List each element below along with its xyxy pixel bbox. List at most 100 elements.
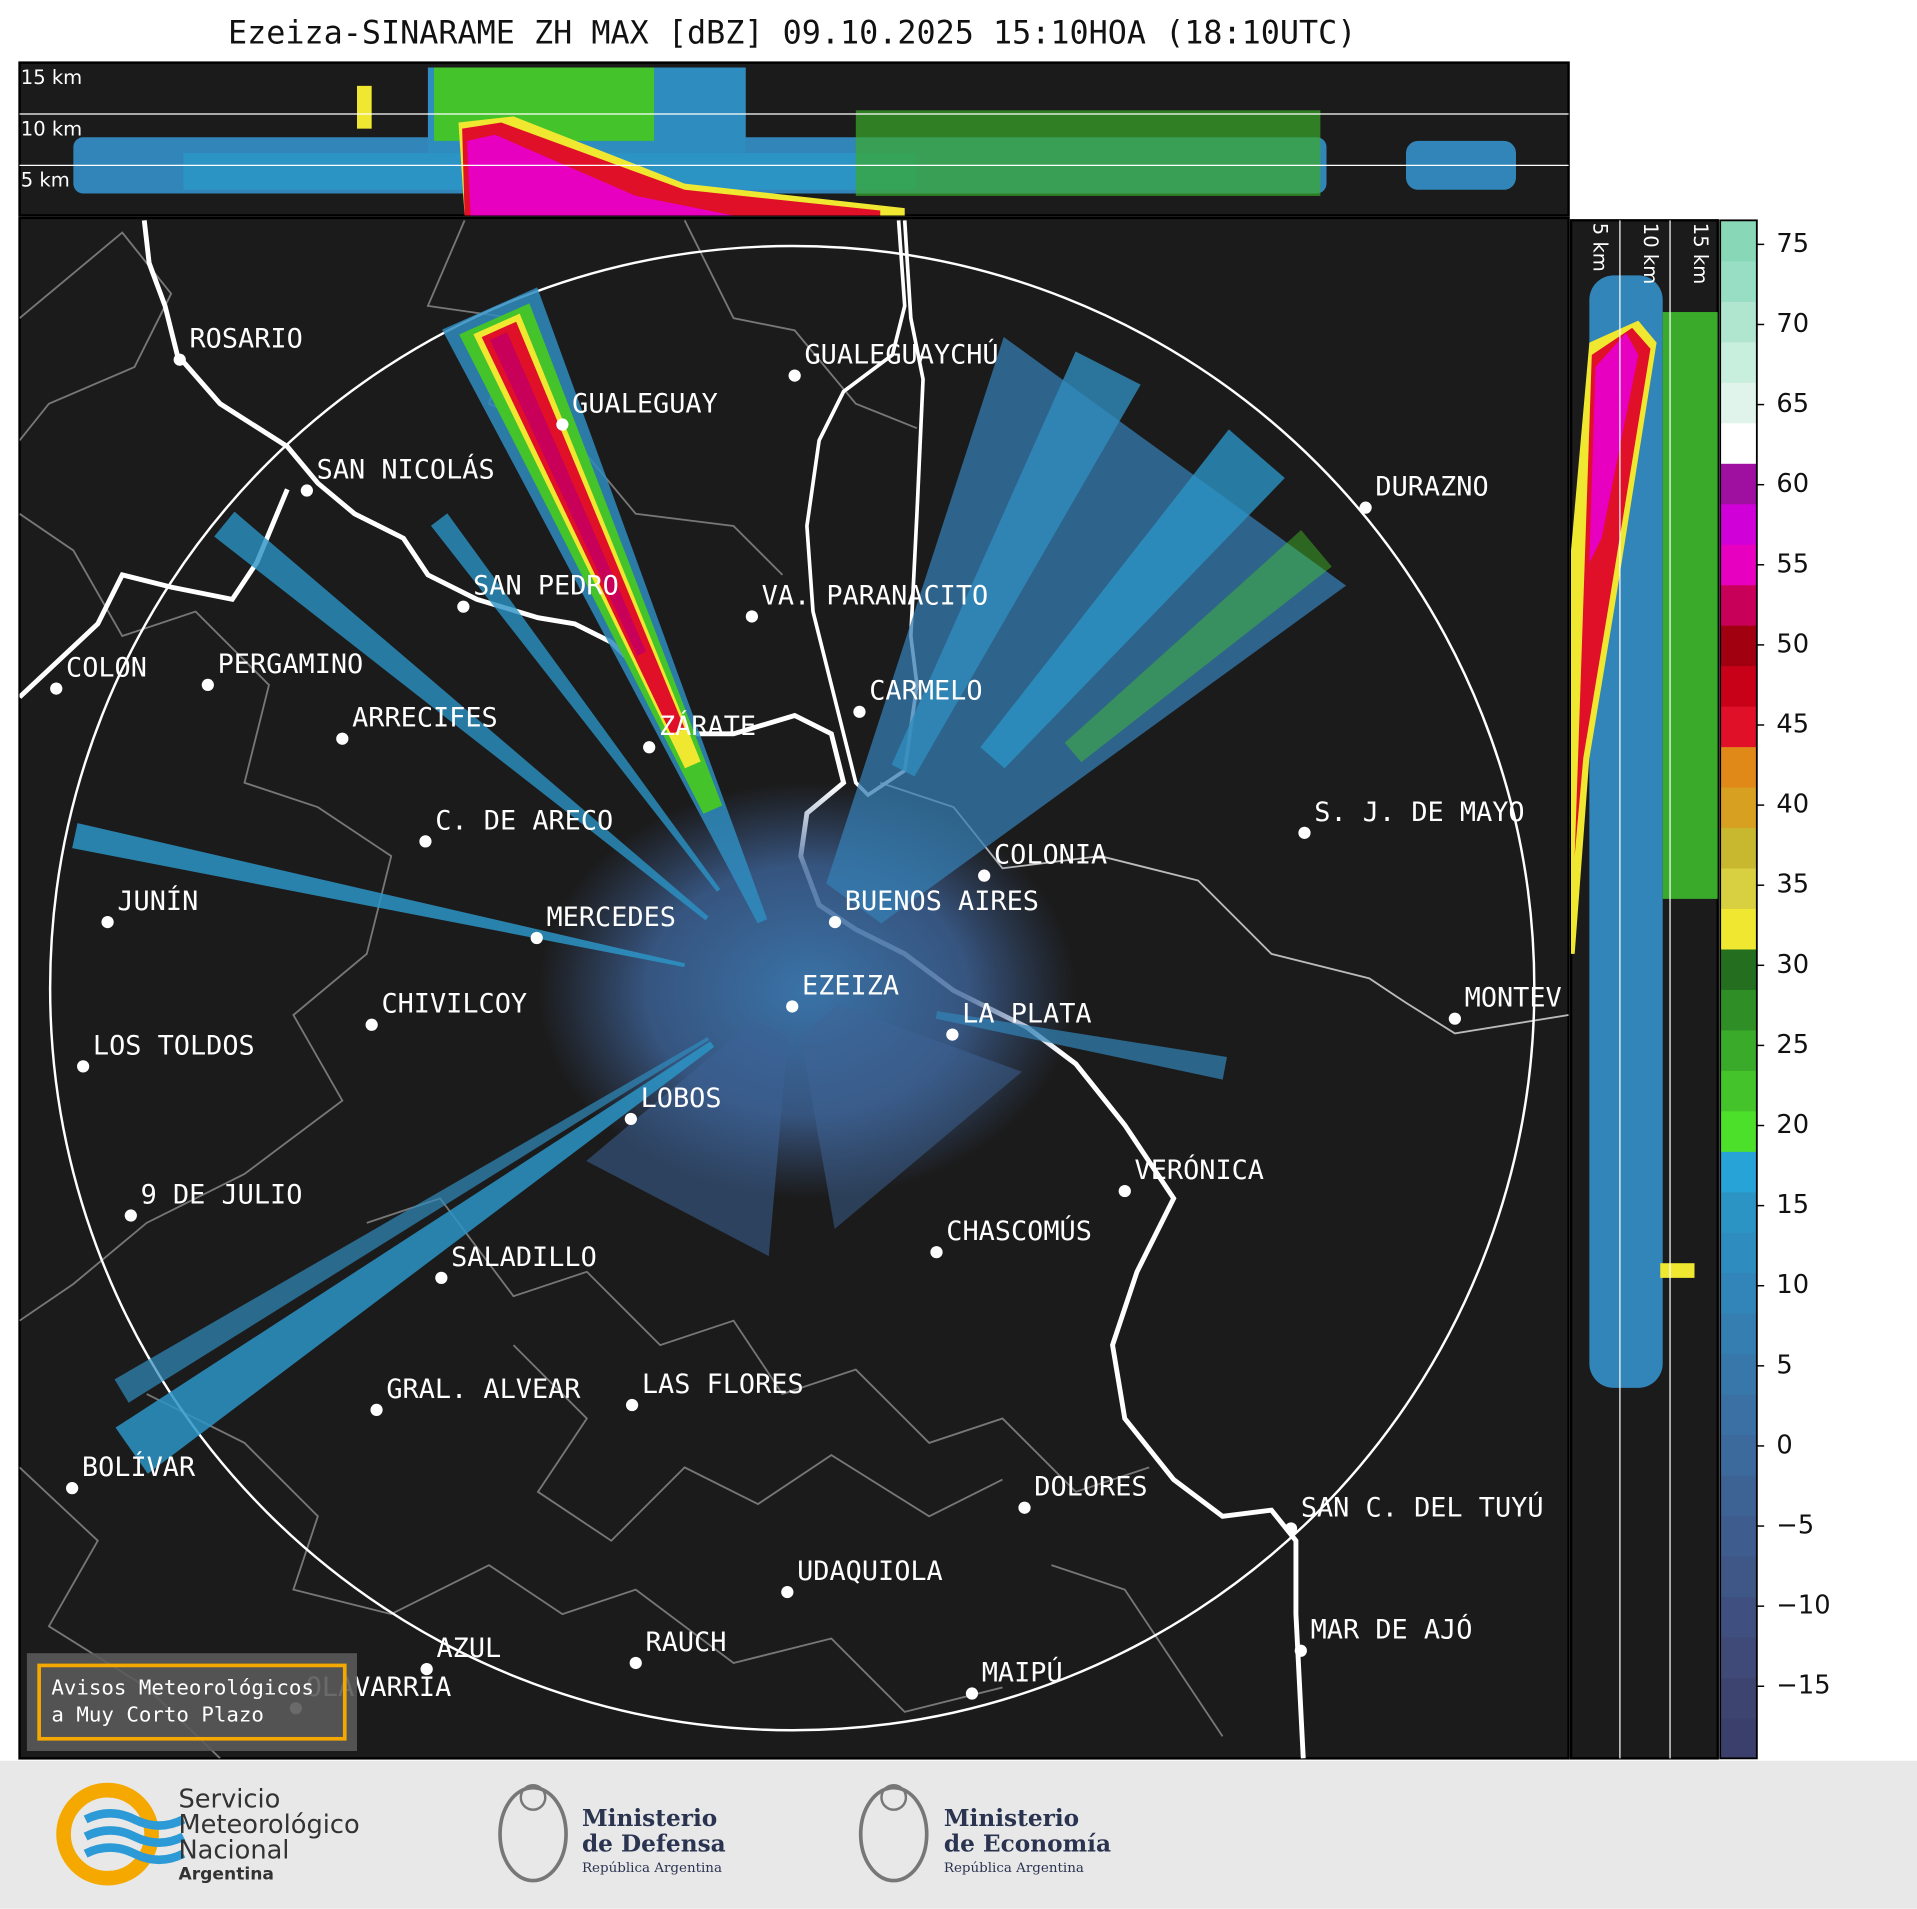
smn-logo: Servicio Meteorológico Nacional Argentin…	[56, 1782, 360, 1886]
city-dot	[1284, 1522, 1298, 1535]
city-label: MERCEDES	[546, 902, 675, 933]
city-label: ZÁRATE	[659, 710, 756, 742]
city-label: COLON	[66, 653, 147, 684]
city-label: PERGAMINO	[218, 649, 364, 680]
city-label: EZEIZA	[802, 970, 899, 1001]
color-band	[1720, 1515, 1757, 1557]
city-dot	[1298, 826, 1311, 839]
colorbar-tick-label: 15	[1776, 1190, 1809, 1220]
color-band	[1720, 665, 1757, 707]
colorbar-tick-label: 20	[1776, 1110, 1809, 1140]
colorbar-tick-label: 50	[1776, 629, 1809, 659]
radar-echoes	[72, 287, 1347, 1474]
echo	[72, 823, 686, 968]
logo-text: Argentina	[178, 1864, 273, 1884]
city-label: LOS TOLDOS	[93, 1030, 255, 1061]
colorbar-tick-label: −15	[1776, 1671, 1830, 1701]
city-label: SAN C. DEL TUYÚ	[1301, 1491, 1544, 1523]
color-band	[1720, 260, 1757, 302]
color-band	[1720, 422, 1757, 464]
city-label: LAS FLORES	[642, 1369, 804, 1400]
logo-text: Meteorológico	[178, 1810, 359, 1840]
city-dot	[853, 705, 866, 718]
color-band	[1720, 1070, 1757, 1112]
colorbar-tick-label: −10	[1776, 1591, 1830, 1621]
colorbar-tick-label: 0	[1776, 1430, 1792, 1460]
color-band	[1720, 1313, 1757, 1355]
echo	[891, 351, 1141, 777]
colorbar-tick-label: 25	[1776, 1030, 1809, 1060]
city-label: C. DE ARECO	[435, 805, 613, 836]
city-dot	[50, 682, 63, 695]
warning-text: Avisos Meteorológicos	[51, 1676, 314, 1700]
city-dot	[930, 1246, 943, 1259]
colorbar-tick-label: 75	[1776, 229, 1809, 259]
colorbar-tick-label: 55	[1776, 549, 1809, 579]
city-dot	[978, 869, 991, 882]
color-band	[1720, 867, 1757, 910]
city-dot	[77, 1060, 90, 1073]
city-label: DOLORES	[1034, 1472, 1147, 1503]
echo	[935, 1011, 1227, 1080]
city-dot	[66, 1482, 79, 1495]
city-dot	[457, 600, 470, 613]
colorbar-tick-label: 5	[1776, 1350, 1792, 1380]
city-dot	[336, 732, 349, 745]
city-dot	[643, 741, 656, 754]
color-band	[1720, 1677, 1757, 1719]
city-label: CHIVILCOY	[381, 989, 527, 1020]
colorbar-tick-label: 45	[1776, 709, 1809, 739]
echo	[490, 332, 647, 656]
city-label: BOLÍVAR	[82, 1451, 196, 1483]
city-label: LOBOS	[641, 1083, 722, 1114]
color-band	[1720, 1394, 1757, 1436]
color-band	[1720, 1272, 1757, 1314]
color-band	[1720, 1191, 1757, 1233]
city-dot	[625, 1398, 639, 1412]
colorbar-tick-label: 40	[1776, 790, 1809, 820]
color-band	[1720, 544, 1757, 586]
echo	[980, 429, 1285, 769]
city-label: RAUCH	[646, 1627, 727, 1658]
map-layer: ROSARIO GUALEGUAYCHÚ GUALEGUAY SAN NICOLÁS D…	[19, 219, 1569, 1759]
city-label: MONTEV	[1465, 983, 1562, 1014]
color-band	[1720, 1475, 1757, 1517]
city-label: MAR DE AJÓ	[1311, 1614, 1473, 1646]
city-label: S. J. DE MAYO	[1314, 797, 1524, 828]
height-label: 5 km	[1589, 223, 1612, 272]
city-dot	[300, 484, 313, 497]
city-dot	[786, 1000, 799, 1013]
colorbar-tick-label: 10	[1776, 1270, 1809, 1300]
economia-logo: Ministerio de Economía República Argenti…	[858, 1784, 1111, 1883]
city-dot	[435, 1271, 448, 1284]
color-band	[1720, 1717, 1757, 1759]
color-band	[1720, 220, 1757, 262]
color-band	[1720, 503, 1757, 545]
city-dot	[965, 1687, 979, 1700]
city-dot	[201, 678, 214, 692]
city-label: ROSARIO	[189, 324, 302, 355]
city-dot	[828, 915, 842, 929]
height-label: 5 km	[21, 169, 70, 192]
cities: ROSARIO GUALEGUAYCHÚ GUALEGUAY SAN NICOLÁS D…	[50, 324, 1562, 1715]
warning-backdrop	[26, 1653, 357, 1752]
color-band	[1720, 463, 1757, 505]
echo	[430, 513, 721, 892]
city-label: UDAQUIOLA	[797, 1556, 943, 1587]
city-dot	[1018, 1501, 1031, 1514]
city-dot	[420, 1662, 433, 1676]
color-band	[1720, 989, 1757, 1031]
logo-text: de Economía	[944, 1831, 1111, 1858]
city-label: COLONIA	[994, 840, 1107, 871]
height-label: 15 km	[1689, 223, 1712, 284]
height-label: 10 km	[21, 117, 82, 140]
city-label: SALADILLO	[451, 1242, 597, 1273]
city-dot	[365, 1018, 378, 1031]
city-dot	[1118, 1184, 1131, 1198]
city-dot	[370, 1403, 383, 1417]
city-dot	[624, 1112, 637, 1126]
height-label: 15 km	[21, 66, 82, 89]
city-dot	[745, 610, 758, 623]
